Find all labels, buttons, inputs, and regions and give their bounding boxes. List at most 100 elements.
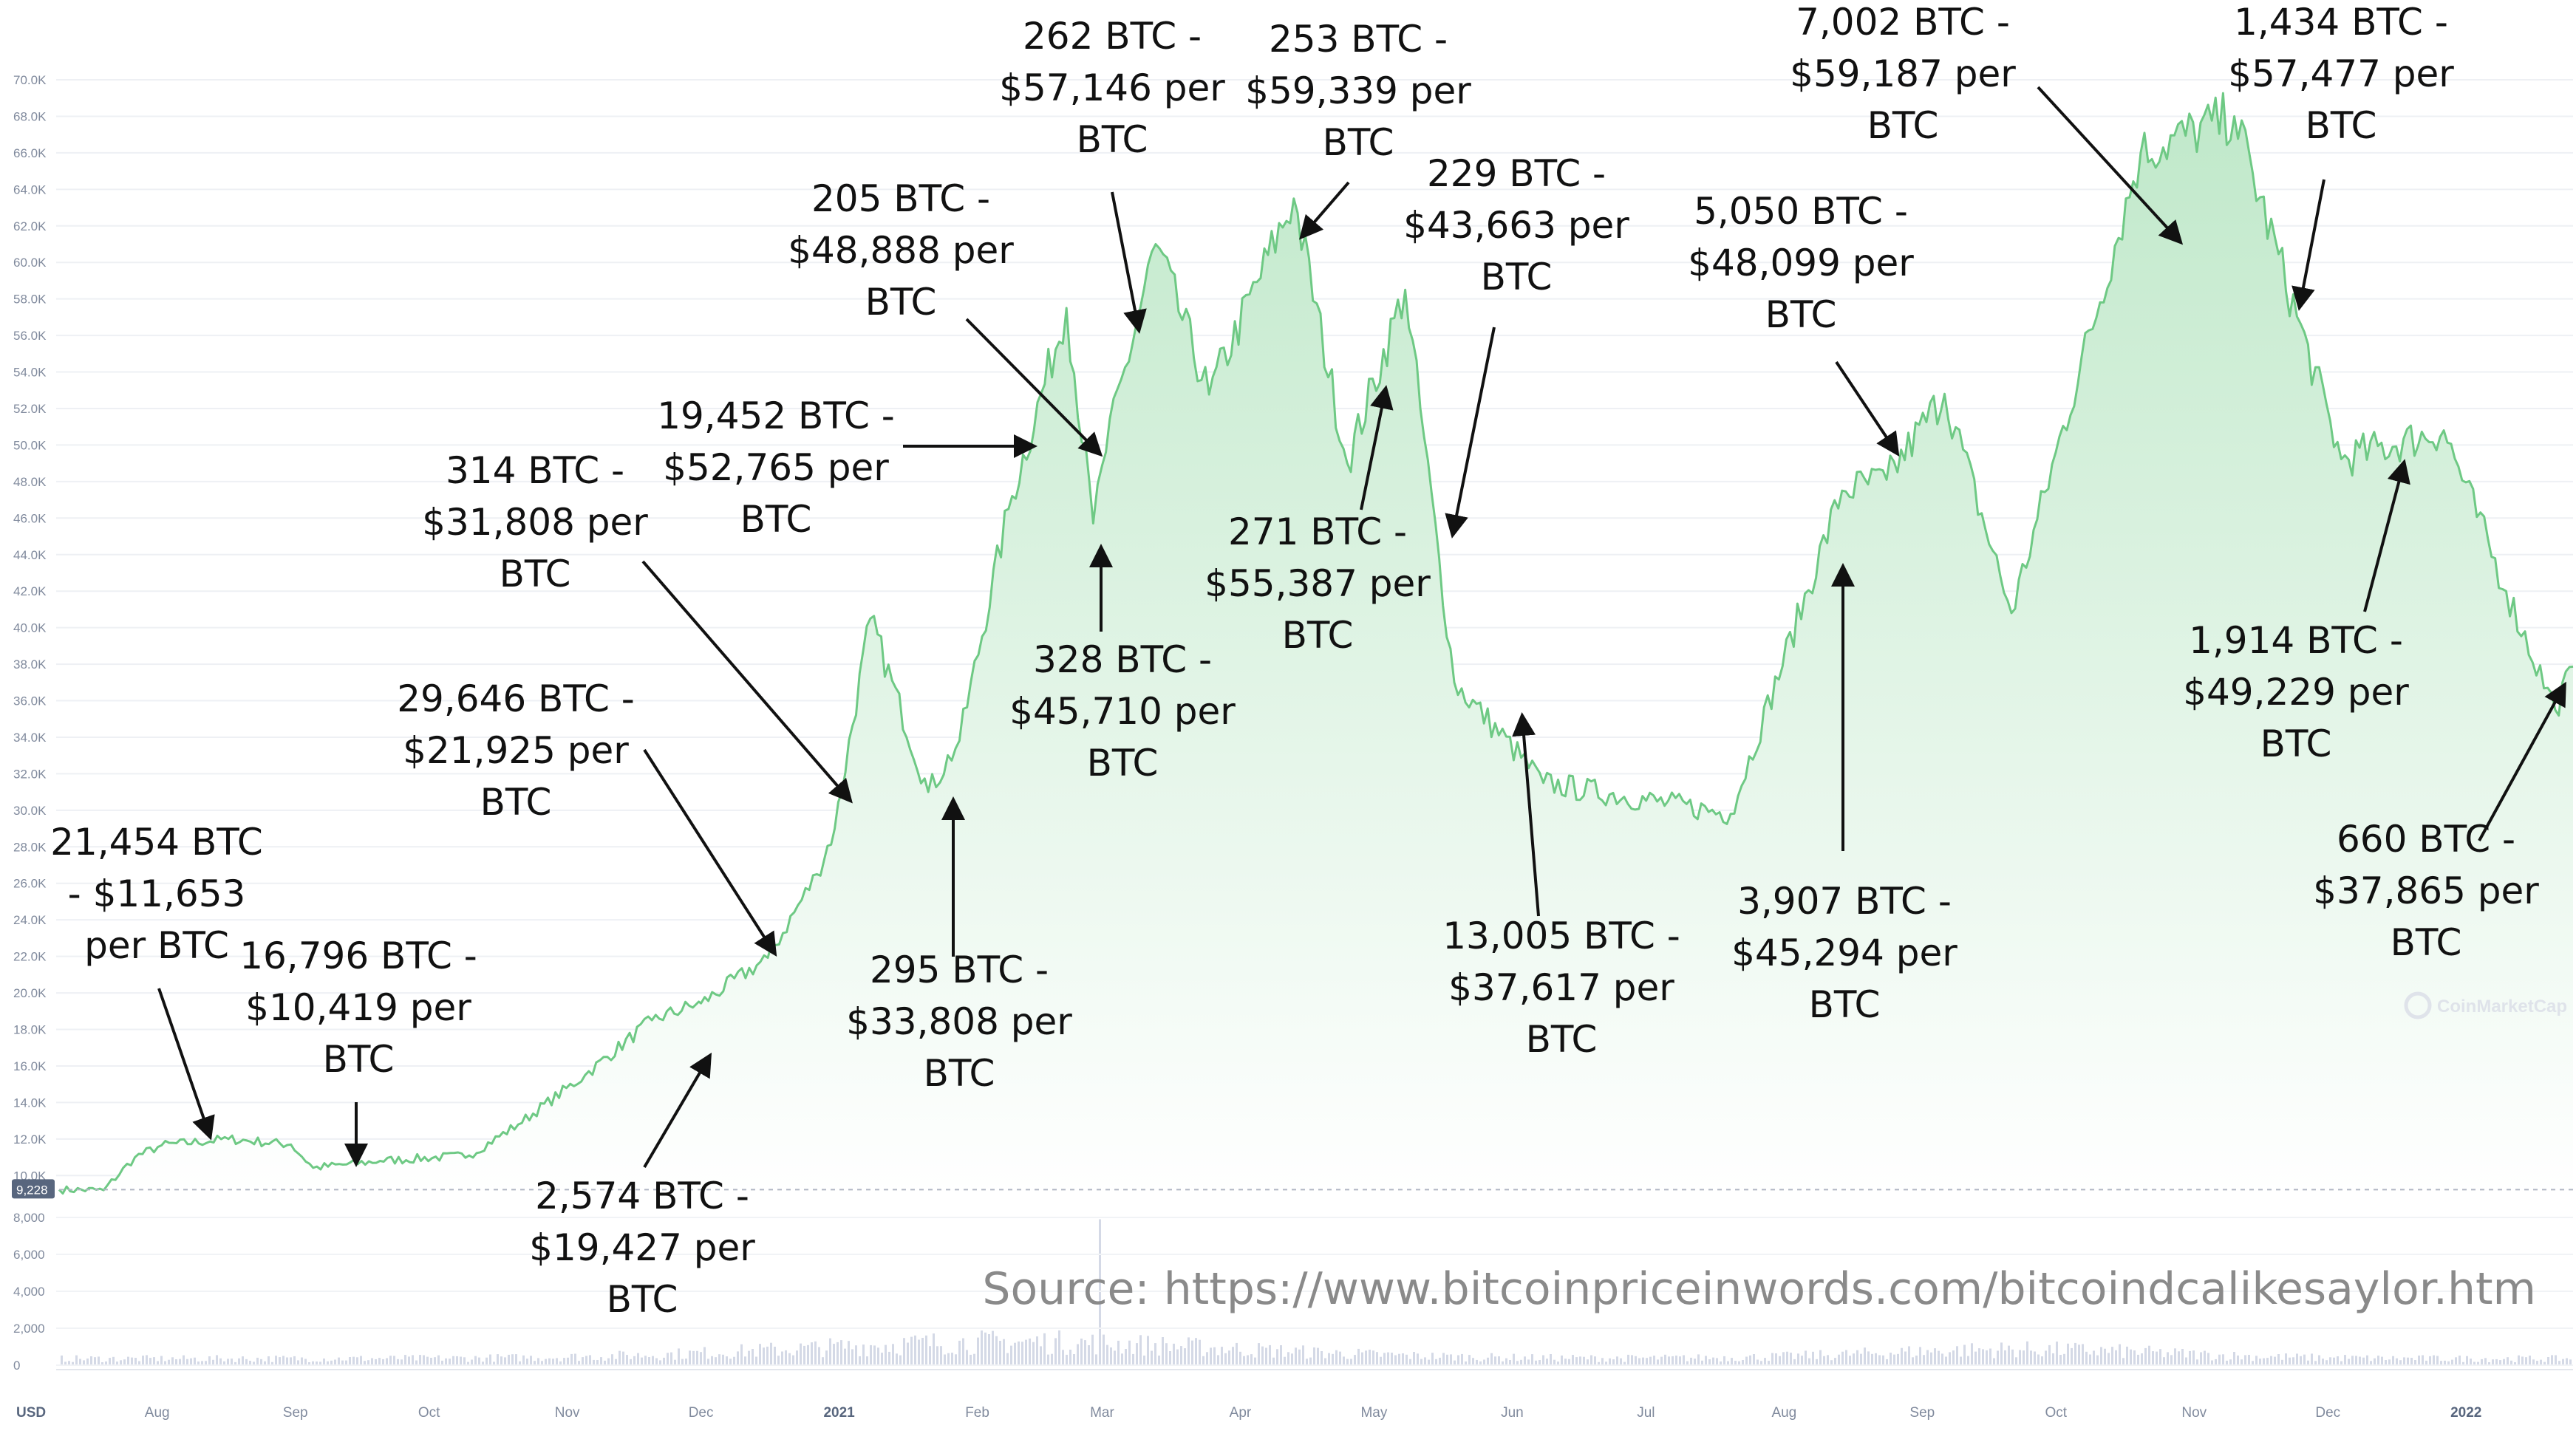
- volume-bar: [2037, 1354, 2040, 1365]
- volume-bar: [1213, 1347, 1216, 1365]
- volume-bar: [596, 1360, 599, 1365]
- volume-bar: [748, 1350, 750, 1365]
- volume-bar: [600, 1357, 602, 1365]
- volume-bar: [589, 1355, 591, 1365]
- volume-bar: [500, 1356, 502, 1365]
- volume-bar: [2159, 1349, 2161, 1365]
- annotation-line: $55,387 per: [1204, 562, 1431, 605]
- volume-bar: [2200, 1352, 2202, 1365]
- volume-bar: [1398, 1353, 1400, 1365]
- volume-bar: [1021, 1342, 1023, 1365]
- volume-bar: [2566, 1358, 2568, 1365]
- annotation: 1,434 BTC - $57,477 per BTC: [2228, 1, 2454, 311]
- volume-bar: [2144, 1347, 2147, 1365]
- volume-bar: [929, 1346, 931, 1365]
- volume-bar: [1383, 1353, 1386, 1365]
- volume-tick-label: 0: [13, 1359, 20, 1373]
- volume-bar: [2085, 1351, 2088, 1365]
- annotation-line: $48,888 per: [788, 229, 1014, 272]
- volume-bar: [2030, 1350, 2032, 1365]
- volume-bar: [977, 1337, 979, 1365]
- volume-bar: [1239, 1351, 1241, 1365]
- volume-bar: [245, 1359, 248, 1365]
- y-tick-label: 34.0K: [13, 731, 47, 745]
- volume-bar: [1269, 1344, 1271, 1365]
- volume-bar: [260, 1359, 262, 1365]
- volume-bar: [1394, 1355, 1397, 1365]
- volume-bar: [1080, 1339, 1083, 1365]
- volume-bar: [1202, 1356, 1204, 1365]
- volume-bar: [1117, 1340, 1120, 1365]
- annotation-line: BTC: [1809, 983, 1881, 1026]
- volume-bar: [2381, 1356, 2383, 1365]
- annotation-line: $45,294 per: [1731, 932, 1957, 974]
- volume-bar: [356, 1357, 358, 1365]
- volume-bar: [1313, 1347, 1315, 1365]
- volume-bar: [2270, 1356, 2272, 1365]
- volume-bar: [478, 1357, 480, 1365]
- x-tick-label: May: [1360, 1405, 1387, 1421]
- volume-bar: [1040, 1346, 1042, 1365]
- y-tick-label: 62.0K: [13, 219, 47, 233]
- volume-bar: [112, 1356, 115, 1365]
- x-tick-label: 2022: [2450, 1405, 2481, 1421]
- volume-bar: [183, 1355, 185, 1365]
- volume-bar: [726, 1356, 728, 1365]
- volume-bar: [1897, 1353, 1899, 1365]
- volume-bar: [2067, 1343, 2069, 1365]
- volume-bar: [61, 1355, 63, 1365]
- volume-bar: [1047, 1354, 1049, 1365]
- volume-bar: [1978, 1348, 1980, 1365]
- annotation: 314 BTC - $31,808 per BTC: [422, 449, 853, 804]
- volume-bar: [2451, 1359, 2453, 1365]
- volume-bar: [2126, 1346, 2128, 1365]
- volume-bar: [1708, 1359, 1711, 1365]
- annotation: 29,646 BTC - $21,925 per BTC: [397, 677, 777, 957]
- volume-bar: [844, 1348, 846, 1365]
- volume-bar: [2521, 1356, 2524, 1365]
- volume-bar: [988, 1334, 990, 1365]
- x-tick-label: Oct: [2045, 1405, 2068, 1421]
- volume-bar: [1461, 1353, 1463, 1365]
- volume-bar: [168, 1359, 170, 1365]
- x-tick-label: Jul: [1637, 1405, 1655, 1421]
- volume-bar: [1901, 1347, 1903, 1365]
- volume-bar: [227, 1359, 229, 1365]
- y-tick-label: 20.0K: [13, 986, 47, 1000]
- volume-bar: [1154, 1343, 1156, 1365]
- volume-bar: [1169, 1351, 1171, 1365]
- volume-bar: [1309, 1357, 1312, 1365]
- volume-bar: [1926, 1350, 1929, 1365]
- volume-bar: [1856, 1350, 1858, 1365]
- annotation-text: 19,452 BTC - $52,765 per BTC: [657, 394, 895, 541]
- volume-bar: [1609, 1358, 1611, 1365]
- y-tick-label: 46.0K: [13, 511, 47, 525]
- volume-bar: [2170, 1355, 2173, 1365]
- volume-bar: [2562, 1359, 2564, 1365]
- volume-bar: [800, 1343, 802, 1365]
- volume-bar: [740, 1344, 743, 1365]
- volume-bar: [2229, 1359, 2232, 1365]
- volume-bar: [1479, 1361, 1482, 1365]
- volume-bar: [1952, 1350, 1955, 1365]
- volume-bar: [146, 1355, 148, 1365]
- volume-bar: [1391, 1353, 1393, 1365]
- volume-bar: [958, 1340, 961, 1365]
- annotation-line: $57,477 per: [2228, 52, 2454, 95]
- volume-bar: [2314, 1361, 2317, 1365]
- volume-bar: [179, 1359, 181, 1365]
- volume-bar: [1812, 1351, 1814, 1365]
- volume-bar: [1989, 1348, 1991, 1365]
- volume-bar: [1623, 1361, 1626, 1365]
- volume-bar: [223, 1361, 225, 1365]
- volume-bar: [1036, 1336, 1038, 1365]
- volume-bar: [1210, 1347, 1212, 1365]
- volume-bar: [2133, 1350, 2136, 1365]
- volume-bar: [1871, 1353, 1873, 1365]
- volume-bar: [1993, 1358, 1995, 1365]
- volume-bar: [1321, 1351, 1323, 1365]
- annotation-text: 1,914 BTC - $49,229 per BTC: [2183, 619, 2409, 765]
- annotation-text: 5,050 BTC - $48,099 per BTC: [1688, 190, 1914, 336]
- annotation-arrow: [1299, 181, 1350, 240]
- annotation-line: BTC: [480, 781, 552, 824]
